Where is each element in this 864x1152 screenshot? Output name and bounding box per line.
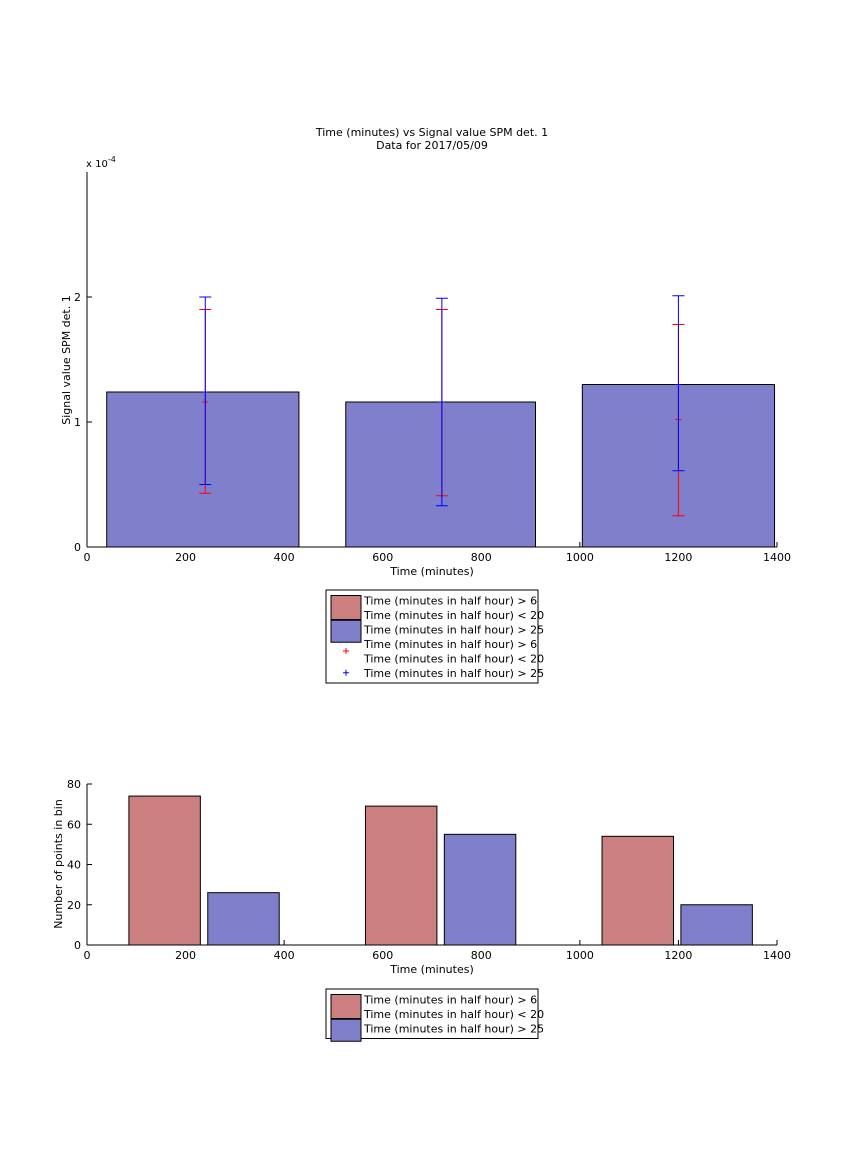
legend-label: Time (minutes in half hour) > 6 [363, 994, 537, 1007]
chart2-y-tick-label: 0 [74, 939, 81, 952]
chart1-x-tick-label: 0 [84, 551, 91, 564]
chart-subtitle: Data for 2017/05/09 [376, 139, 488, 152]
chart2-x-tick-label: 800 [471, 949, 492, 962]
chart2-y-tick-label: 80 [67, 778, 81, 791]
legend-label: Time (minutes in half hour) < 20 [363, 1008, 544, 1021]
chart2-y-tick-label: 40 [67, 859, 81, 872]
chart-title: Time (minutes) vs Signal value SPM det. … [315, 126, 548, 139]
chart1-y-tick-label: 2 [74, 291, 81, 304]
legend-label: Time (minutes in half hour) < 20 [363, 609, 544, 622]
chart2-x-tick-label: 1000 [566, 949, 594, 962]
chart1-ylabel: Signal value SPM det. 1 [60, 295, 73, 425]
chart2-ylabel: Number of points in bin [52, 799, 65, 929]
chart1-x-tick-label: 1400 [763, 551, 791, 564]
chart2-bar-blue [443, 833, 517, 946]
chart2-x-tick-label: 0 [84, 949, 91, 962]
chart2-x-tick-label: 1200 [664, 949, 692, 962]
chart1-y-tick-label: 1 [74, 416, 81, 429]
chart1-x-tick-label: 400 [274, 551, 295, 564]
chart2-y-tick-label: 60 [67, 818, 81, 831]
chart2-bar-blue [207, 892, 280, 946]
y-exponent-power: -4 [108, 155, 116, 164]
legend-label: Time (minutes in half hour) < 20 [363, 653, 544, 666]
chart1-plot: 0 200 400 600 800 1000 1200 1400 0 1 2 [74, 172, 791, 564]
chart2-bar-red [128, 795, 201, 946]
chart1-y-tick-label: 0 [74, 541, 81, 554]
legend-label: Time (minutes in half hour) > 6 [363, 638, 537, 651]
chart1-xlabel: Time (minutes) [389, 565, 474, 578]
legend-label: Time (minutes in half hour) > 25 [363, 1023, 544, 1036]
chart2-y-tick-label: 20 [67, 899, 81, 912]
legend-patch-blue [330, 619, 362, 643]
chart2-bar-red [601, 835, 674, 946]
legend-patch-red [330, 595, 362, 620]
chart1-x-tick-label: 1200 [664, 551, 692, 564]
chart2-x-tick-label: 400 [274, 949, 295, 962]
chart1-bar [106, 391, 300, 548]
chart1-x-tick-label: 1000 [566, 551, 594, 564]
chart1-x-tick-label: 200 [175, 551, 196, 564]
chart2-x-tick-label: 1400 [763, 949, 791, 962]
chart2-x-tick-label: 200 [175, 949, 196, 962]
legend-patch-red [330, 994, 362, 1019]
chart2-xlabel: Time (minutes) [389, 963, 474, 976]
y-exponent-base: x 10 [86, 159, 108, 170]
chart2-bar-red [364, 805, 438, 946]
chart1-bar [345, 401, 536, 548]
legend-patch-blue [330, 1018, 362, 1042]
chart1-x-tick-label: 800 [471, 551, 492, 564]
legend-label: Time (minutes in half hour) > 25 [363, 667, 544, 680]
y-exponent-label: x 10-4 [86, 155, 116, 170]
chart2-x-tick-label: 600 [372, 949, 393, 962]
legend-label: Time (minutes in half hour) > 6 [363, 595, 537, 608]
chart2-bar-blue [680, 904, 753, 946]
legend-label: Time (minutes in half hour) > 25 [363, 624, 544, 637]
chart1-x-tick-label: 600 [372, 551, 393, 564]
chart2-plot: 0 200 400 600 800 1000 1200 1400 0 20 40 60 80 [67, 778, 791, 962]
